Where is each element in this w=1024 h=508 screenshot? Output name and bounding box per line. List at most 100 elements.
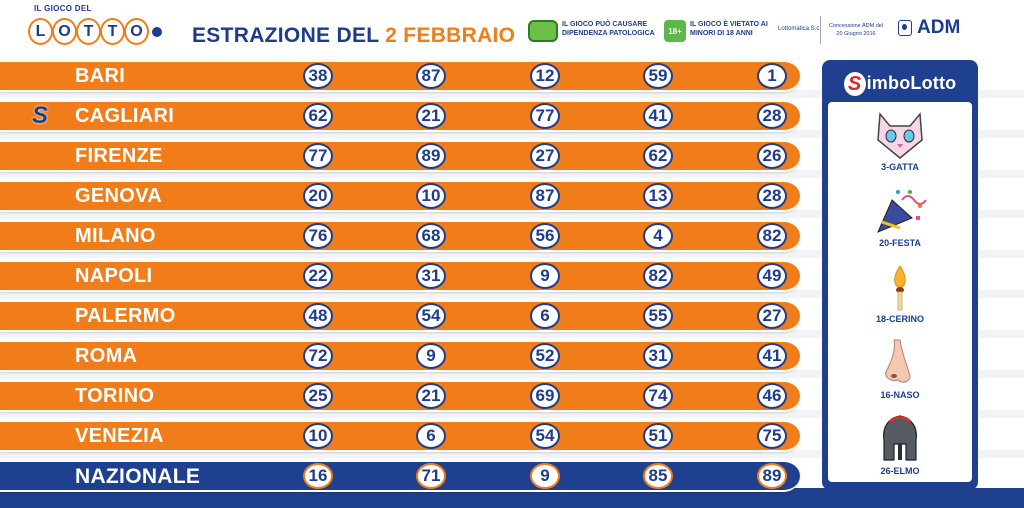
drawn-number: 87 — [416, 63, 446, 89]
drawn-number: 52 — [530, 343, 560, 369]
draw-row-torino: TORINO 25 21 69 74 46 — [0, 380, 800, 412]
drawn-number: 54 — [416, 303, 446, 329]
simbolotto-symbol: 20-FESTA — [828, 180, 972, 256]
symbol-label: 18-CERINO — [875, 314, 924, 324]
drawn-number: 55 — [643, 303, 673, 329]
logo-letter: O — [52, 18, 77, 45]
drawn-number: 54 — [530, 423, 560, 449]
company-name: Lottomatica S.c. — [778, 26, 822, 32]
drawn-number: 69 — [530, 383, 560, 409]
logo-letter: O — [124, 18, 149, 45]
symbol-label: 16-NASO — [880, 390, 920, 400]
logo-letter: T — [76, 18, 101, 45]
draw-row-bari: BARI 38 87 12 59 1 — [0, 60, 800, 92]
city-name: CAGLIARI — [75, 105, 175, 127]
symbol-label: 3-GATTA — [881, 162, 919, 172]
drawn-number: 77 — [303, 143, 333, 169]
responsible-gaming-icon — [528, 20, 558, 42]
header: IL GIOCO DEL L O T T O ESTRAZIONE DEL 2 … — [0, 0, 1024, 58]
simbolotto-symbol: 18-CERINO — [828, 256, 972, 332]
bottom-band — [0, 488, 1024, 508]
logo-letter: T — [100, 18, 125, 45]
concession-text: Concessione ADM del 20 Giugno 2016 — [828, 23, 884, 37]
simbolotto-wheel-icon: S — [32, 102, 49, 129]
draw-row-venezia: VENEZIA 10 6 54 51 75 — [0, 420, 800, 452]
emblem-icon — [898, 20, 912, 36]
drawn-number: 21 — [416, 103, 446, 129]
draw-row-palermo: PALERMO 48 54 6 55 27 — [0, 300, 800, 332]
drawn-number: 85 — [643, 463, 673, 489]
drawn-number: 72 — [303, 343, 333, 369]
city-name: VENEZIA — [75, 425, 164, 447]
drawn-number: 89 — [757, 463, 787, 489]
city-name: TORINO — [75, 385, 155, 407]
drawn-number: 62 — [643, 143, 673, 169]
drawn-number: 25 — [303, 383, 333, 409]
drawn-number: 10 — [416, 183, 446, 209]
drawn-number: 74 — [643, 383, 673, 409]
draw-row-cagliari: S CAGLIARI 62 21 77 41 28 — [0, 100, 800, 132]
drawn-number: 56 — [530, 223, 560, 249]
drawn-number: 41 — [757, 343, 787, 369]
drawn-number: 49 — [757, 263, 787, 289]
drawn-number: 41 — [643, 103, 673, 129]
age-limit-badge: 18+ — [664, 20, 686, 42]
city-name: NAPOLI — [75, 265, 153, 287]
title-prefix: ESTRAZIONE DEL — [192, 24, 379, 47]
drawn-number: 21 — [416, 383, 446, 409]
simbolotto-symbol: 3-GATTA — [828, 104, 972, 180]
simbolotto-symbol: 16-NASO — [828, 332, 972, 408]
drawn-number: 6 — [416, 423, 446, 449]
draw-row-milano: MILANO 76 68 56 4 82 — [0, 220, 800, 252]
match-icon — [894, 265, 906, 311]
nose-icon — [885, 339, 911, 383]
addiction-warning: IL GIOCO PUÒ CAUSARE DIPENDENZA PATOLOGI… — [562, 21, 655, 37]
logo-dot — [152, 27, 162, 37]
logo-letter: L — [28, 18, 53, 45]
simbolotto-title-text: imboLotto — [866, 73, 957, 93]
draw-row-genova: GENOVA 20 10 87 13 28 — [0, 180, 800, 212]
drawn-number: 26 — [757, 143, 787, 169]
simbolotto-symbol: 26-ELMO — [828, 408, 972, 484]
drawn-number: 28 — [757, 103, 787, 129]
age-warning: IL GIOCO È VIETATO AI MINORI DI 18 ANNI — [690, 21, 768, 37]
drawn-number: 27 — [530, 143, 560, 169]
drawn-number: 68 — [416, 223, 446, 249]
symbol-label: 26-ELMO — [880, 466, 920, 476]
drawn-number: 77 — [530, 103, 560, 129]
draw-row-roma: ROMA 72 9 52 31 41 — [0, 340, 800, 372]
lotto-logo: IL GIOCO DEL L O T T O — [28, 4, 162, 50]
logo-tagline: IL GIOCO DEL — [34, 4, 92, 13]
drawn-number: 48 — [303, 303, 333, 329]
draw-results-table: BARI 38 87 12 59 1 S CAGLIARI 62 21 77 41 28 FIRENZE 7… — [0, 58, 1024, 508]
drawn-number: 31 — [643, 343, 673, 369]
drawn-number: 12 — [530, 63, 560, 89]
symbol-label: 20-FESTA — [879, 238, 921, 248]
drawn-number: 27 — [757, 303, 787, 329]
drawn-number: 28 — [757, 183, 787, 209]
drawn-number: 20 — [303, 183, 333, 209]
drawn-number: 82 — [757, 223, 787, 249]
drawn-number: 6 — [530, 303, 560, 329]
drawn-number: 76 — [303, 223, 333, 249]
drawn-number: 9 — [530, 263, 560, 289]
drawn-number: 31 — [416, 263, 446, 289]
drawn-number: 89 — [416, 143, 446, 169]
drawn-number: 82 — [643, 263, 673, 289]
drawn-number: 46 — [757, 383, 787, 409]
drawn-number: 75 — [757, 423, 787, 449]
drawn-number: 87 — [530, 183, 560, 209]
city-name: PALERMO — [75, 305, 176, 327]
drawn-number: 13 — [643, 183, 673, 209]
draw-row-napoli: NAPOLI 22 31 9 82 49 — [0, 260, 800, 292]
city-name: FIRENZE — [75, 145, 163, 167]
city-name: BARI — [75, 65, 126, 87]
party-icon — [877, 190, 927, 233]
drawn-number: 71 — [416, 463, 446, 489]
logo-balls: L O T T O — [28, 18, 162, 45]
draw-row-firenze: FIRENZE 77 89 27 62 26 — [0, 140, 800, 172]
simbolotto-symbols: 3-GATTA 20-FESTA 18-CERINO — [828, 102, 972, 482]
city-name: MILANO — [75, 225, 156, 247]
drawn-number: 4 — [643, 223, 673, 249]
